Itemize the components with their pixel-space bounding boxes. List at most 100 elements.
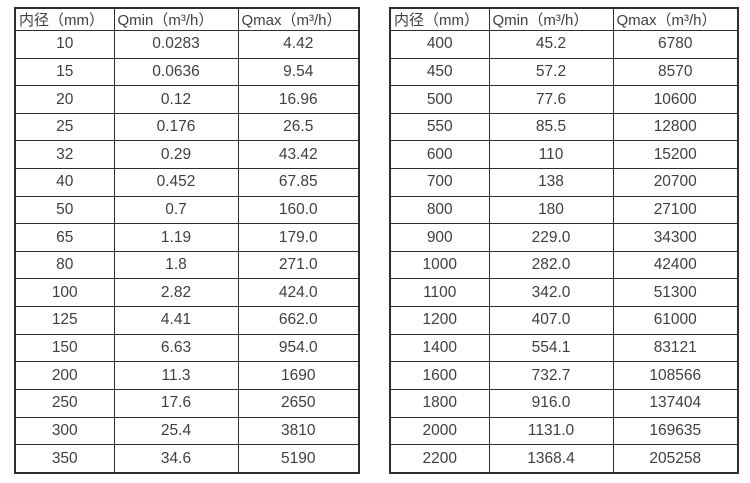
table-row: 65 1.19 179.0 xyxy=(14,223,360,252)
qmax-cell: 8570 xyxy=(612,57,739,87)
qmax-cell: 662.0 xyxy=(237,306,360,335)
qmax-cell: 10600 xyxy=(612,85,739,114)
inner-diameter-cell: 100 xyxy=(14,278,115,308)
qmax-cell: 27100 xyxy=(612,195,739,225)
qmin-cell: 77.6 xyxy=(488,85,614,114)
qmin-cell: 110 xyxy=(488,140,614,170)
inner-diameter-cell: 900 xyxy=(389,223,490,252)
table-row: 250 17.6 2650 xyxy=(14,388,360,418)
table-row: 50 0.7 160.0 xyxy=(14,195,360,225)
inner-diameter-cell: 2200 xyxy=(389,444,490,474)
header-row: 内径（mm） Qmin（m³/h） Qmax（m³/h） xyxy=(389,7,739,31)
inner-diameter-cell: 1600 xyxy=(389,361,490,390)
table-row: 600 110 15200 xyxy=(389,140,739,170)
table-row: 900 229.0 34300 xyxy=(389,223,739,252)
inner-diameter-cell: 1400 xyxy=(389,333,490,363)
inner-diameter-cell: 150 xyxy=(14,333,115,363)
table-row: 1100 342.0 51300 xyxy=(389,278,739,308)
qmax-cell: 3810 xyxy=(237,416,360,446)
qmin-cell: 0.452 xyxy=(113,168,239,197)
table-row: 200 11.3 1690 xyxy=(14,361,360,390)
table-row: 2000 1131.0 169635 xyxy=(389,416,739,446)
inner-diameter-cell: 450 xyxy=(389,57,490,87)
qmin-cell: 25.4 xyxy=(113,416,239,446)
qmin-cell: 17.6 xyxy=(113,388,239,418)
header-row: 内径（mm） Qmin（m³/h） Qmax（m³/h） xyxy=(14,7,360,31)
qmin-cell: 916.0 xyxy=(488,388,614,418)
inner-diameter-cell: 600 xyxy=(389,140,490,170)
qmax-cell: 1690 xyxy=(237,361,360,390)
qmin-cell: 57.2 xyxy=(488,57,614,87)
inner-diameter-cell: 15 xyxy=(14,57,115,87)
qmin-cell: 0.0636 xyxy=(113,57,239,87)
table-row: 1200 407.0 61000 xyxy=(389,306,739,335)
inner-diameter-cell: 1800 xyxy=(389,388,490,418)
table-row: 150 6.63 954.0 xyxy=(14,333,360,363)
qmin-cell: 1368.4 xyxy=(488,444,614,474)
qmin-cell: 732.7 xyxy=(488,361,614,390)
header-qmin: Qmin（m³/h） xyxy=(113,7,239,31)
table-row: 1600 732.7 108566 xyxy=(389,361,739,390)
table-row: 1400 554.1 83121 xyxy=(389,333,739,363)
inner-diameter-cell: 300 xyxy=(14,416,115,446)
table-row: 20 0.12 16.96 xyxy=(14,85,360,114)
qmin-cell: 45.2 xyxy=(488,30,614,59)
flow-spec-table-small-diameters: 内径（mm） Qmin（m³/h） Qmax（m³/h） 10 0.0283 4.4… xyxy=(14,7,360,474)
inner-diameter-cell: 32 xyxy=(14,140,115,170)
qmax-cell: 179.0 xyxy=(237,223,360,252)
qmax-cell: 16.96 xyxy=(237,85,360,114)
table-row: 125 4.41 662.0 xyxy=(14,306,360,335)
qmax-cell: 12800 xyxy=(612,112,739,142)
qmax-cell: 954.0 xyxy=(237,333,360,363)
table-row: 400 45.2 6780 xyxy=(389,30,739,59)
header-qmax: Qmax（m³/h） xyxy=(237,7,360,31)
inner-diameter-cell: 20 xyxy=(14,85,115,114)
qmin-cell: 85.5 xyxy=(488,112,614,142)
inner-diameter-cell: 250 xyxy=(14,388,115,418)
qmax-cell: 34300 xyxy=(612,223,739,252)
table-row: 300 25.4 3810 xyxy=(14,416,360,446)
qmin-cell: 4.41 xyxy=(113,306,239,335)
qmax-cell: 137404 xyxy=(612,388,739,418)
table-row: 100 2.82 424.0 xyxy=(14,278,360,308)
qmax-cell: 2650 xyxy=(237,388,360,418)
inner-diameter-cell: 800 xyxy=(389,195,490,225)
inner-diameter-cell: 25 xyxy=(14,112,115,142)
qmin-cell: 407.0 xyxy=(488,306,614,335)
table-row: 25 0.176 26.5 xyxy=(14,112,360,142)
qmin-cell: 0.29 xyxy=(113,140,239,170)
qmax-cell: 271.0 xyxy=(237,250,360,280)
qmax-cell: 160.0 xyxy=(237,195,360,225)
qmax-cell: 108566 xyxy=(612,361,739,390)
qmax-cell: 43.42 xyxy=(237,140,360,170)
qmin-cell: 138 xyxy=(488,168,614,197)
table-row: 450 57.2 8570 xyxy=(389,57,739,87)
inner-diameter-cell: 50 xyxy=(14,195,115,225)
inner-diameter-cell: 400 xyxy=(389,30,490,59)
qmin-cell: 0.176 xyxy=(113,112,239,142)
table-row: 80 1.8 271.0 xyxy=(14,250,360,280)
qmax-cell: 6780 xyxy=(612,30,739,59)
qmin-cell: 0.0283 xyxy=(113,30,239,59)
inner-diameter-cell: 1100 xyxy=(389,278,490,308)
qmin-cell: 282.0 xyxy=(488,250,614,280)
qmax-cell: 205258 xyxy=(612,444,739,474)
qmax-cell: 42400 xyxy=(612,250,739,280)
qmax-cell: 424.0 xyxy=(237,278,360,308)
inner-diameter-cell: 500 xyxy=(389,85,490,114)
table-row: 1800 916.0 137404 xyxy=(389,388,739,418)
table-row: 40 0.452 67.85 xyxy=(14,168,360,197)
inner-diameter-cell: 10 xyxy=(14,30,115,59)
qmin-cell: 0.12 xyxy=(113,85,239,114)
header-inner-diameter: 内径（mm） xyxy=(14,7,115,31)
inner-diameter-cell: 1200 xyxy=(389,306,490,335)
table-row: 350 34.6 5190 xyxy=(14,444,360,474)
table-row: 15 0.0636 9.54 xyxy=(14,57,360,87)
table-row: 1000 282.0 42400 xyxy=(389,250,739,280)
header-qmax: Qmax（m³/h） xyxy=(612,7,739,31)
qmax-cell: 15200 xyxy=(612,140,739,170)
qmax-cell: 26.5 xyxy=(237,112,360,142)
inner-diameter-cell: 125 xyxy=(14,306,115,335)
qmin-cell: 11.3 xyxy=(113,361,239,390)
